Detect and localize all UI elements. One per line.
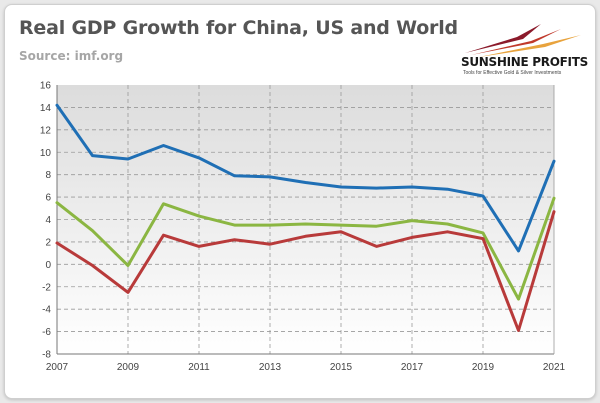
y-tick-labels: 16 14 12 10 8 6 4 2 0 -2 -4 -6 -8 [40,81,52,361]
series-line-1 [55,103,556,253]
y-tick-label: 8 [45,170,51,181]
series-lines [55,103,556,332]
series-line-2 [55,196,556,301]
axes [56,85,555,355]
y-tick-label: -6 [42,327,51,338]
y-tick-label: 2 [45,237,51,248]
x-tick-label: 2021 [543,362,566,373]
y-tick-label: 16 [40,81,52,92]
x-tick-label: 2015 [330,362,353,373]
x-tick-labels: 2007 2009 2011 2013 2015 2017 2019 2021 [46,362,566,373]
y-tick-label: 14 [40,103,52,114]
x-tick-label: 2009 [117,362,140,373]
x-tick-label: 2013 [259,362,282,373]
logo-name: SUNSHINE PROFITS [461,55,588,69]
y-tick-label: -8 [42,350,51,361]
y-tick-label: 12 [40,125,52,136]
logo-tagline: Tools for Effective Gold & Silver Invest… [463,70,562,76]
sunshine-profits-logo: SUNSHINE PROFITS Tools for Effective Gol… [457,19,588,81]
y-tick-label: 4 [45,215,51,226]
x-tick-label: 2011 [188,362,210,373]
x-tick-label: 2017 [401,362,424,373]
x-tick-label: 2007 [46,362,69,373]
chart-title: Real GDP Growth for China, US and World [19,17,458,39]
y-tick-label: 6 [45,193,51,204]
y-tick-label: 10 [40,148,52,159]
y-tick-label: 0 [45,260,51,271]
series-line-3 [55,210,556,332]
chart-source: Source: imf.org [19,49,124,63]
y-tick-label: -2 [42,282,51,293]
x-tick-label: 2019 [472,362,495,373]
y-tick-label: -4 [42,305,51,316]
